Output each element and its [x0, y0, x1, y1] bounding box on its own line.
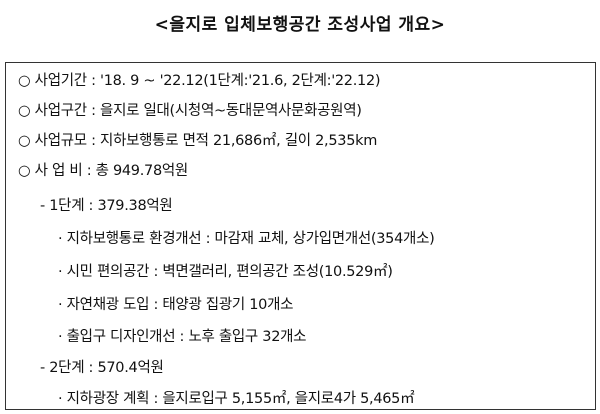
summary-box: ○ 사업기간 : '18. 9 ~ '22.12(1단계:'21.6, 2단계:… [5, 62, 596, 410]
item-section: ○ 사업구간 : 을지로 일대(시청역~동대문역사문화공원역) [18, 103, 362, 119]
phase1-item: · 지하보행통로 환경개선 : 마감재 교체, 상가입면개선(354개소) [58, 231, 435, 247]
phase2-item: · 지하광장 계획 : 을지로입구 5,155㎡, 을지로4가 5,465㎡ [58, 391, 415, 407]
phase1-item: · 자연채광 도입 : 태양광 집광기 10개소 [58, 297, 294, 313]
item-period: ○ 사업기간 : '18. 9 ~ '22.12(1단계:'21.6, 2단계:… [18, 73, 381, 89]
item-budget: ○ 사 업 비 : 총 949.78억원 [18, 163, 188, 179]
document-title: <을지로 입체보행공간 조성사업 개요> [154, 15, 446, 35]
item-scale: ○ 사업규모 : 지하보행통로 면적 21,686㎡, 길이 2,535km [18, 133, 378, 149]
phase1-item: · 시민 편의공간 : 벽면갤러리, 편의공간 조성(10.529㎡) [58, 264, 393, 280]
phase1-budget: - 1단계 : 379.38억원 [40, 198, 173, 214]
phase2-budget: - 2단계 : 570.4억원 [40, 360, 164, 376]
phase1-item: · 출입구 디자인개선 : 노후 출입구 32개소 [58, 329, 307, 345]
